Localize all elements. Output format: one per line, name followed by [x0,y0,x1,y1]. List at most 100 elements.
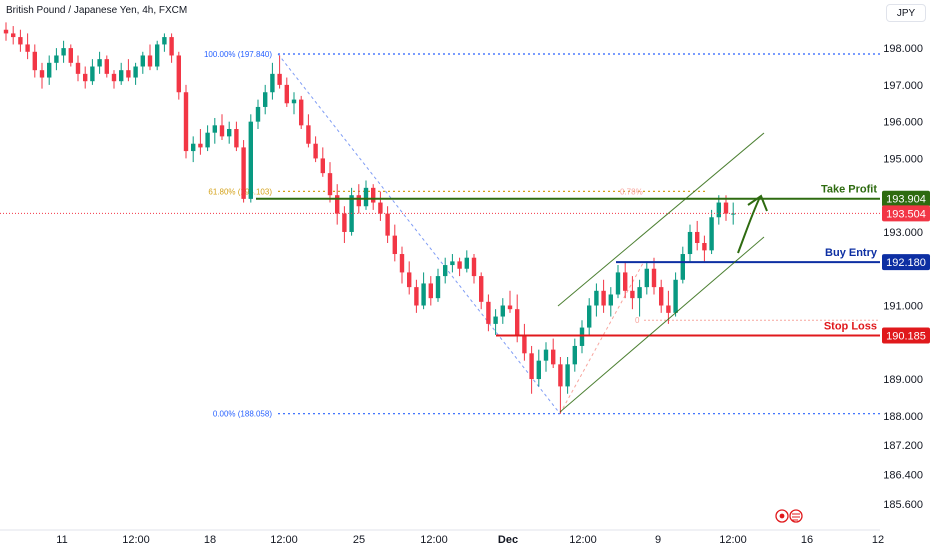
candle[interactable] [11,26,16,45]
candle[interactable] [342,206,347,243]
candle[interactable] [327,162,333,203]
candle[interactable] [637,279,642,317]
candle[interactable] [644,261,649,295]
candle[interactable] [479,272,484,310]
candle[interactable] [227,121,232,144]
candle[interactable] [234,121,239,152]
candle[interactable] [385,206,390,243]
candle[interactable] [363,180,369,210]
candle[interactable] [702,235,707,262]
candle[interactable] [47,55,52,85]
candle[interactable] [313,136,318,163]
candle[interactable] [61,40,66,63]
candle[interactable] [75,55,81,82]
candle[interactable] [162,33,167,52]
candle[interactable] [133,62,138,85]
candle[interactable] [659,279,664,313]
candle[interactable] [450,254,455,273]
candle[interactable] [291,92,297,115]
candle[interactable] [428,276,433,306]
candle[interactable] [248,114,253,203]
candle[interactable] [25,33,30,60]
candle[interactable] [263,84,268,115]
candle[interactable] [687,224,693,262]
ascending-channel[interactable] [0,0,768,413]
candle[interactable] [147,44,153,71]
candle[interactable] [255,99,261,130]
candle[interactable] [522,323,527,361]
candle[interactable] [191,136,196,163]
projection-arrow-icon[interactable] [737,196,761,254]
candle[interactable] [435,268,441,302]
fibonacci-retracement[interactable]: 100.00% (197.840) 61.80% (194.103) 0.00%… [204,50,880,419]
time-scale[interactable] [0,530,880,550]
candle[interactable] [421,272,426,310]
candle[interactable] [731,202,736,225]
candle[interactable] [515,294,520,343]
candle[interactable] [630,276,635,310]
candle[interactable] [212,117,217,144]
candle[interactable] [183,84,189,159]
candle[interactable] [371,184,376,210]
candle[interactable] [241,140,246,203]
candle[interactable] [155,40,160,71]
candle[interactable] [457,257,462,277]
candle[interactable] [32,44,37,78]
candle[interactable] [565,356,570,394]
candle[interactable] [299,95,304,130]
candle[interactable] [594,283,599,317]
candle[interactable] [176,51,181,100]
candle[interactable] [284,77,289,107]
candles[interactable] [3,22,736,414]
candle[interactable] [198,129,203,155]
candle[interactable] [90,59,95,85]
candle[interactable] [169,33,174,63]
candle[interactable] [18,29,23,52]
candle[interactable] [414,279,419,313]
candle[interactable] [486,294,491,332]
candle[interactable] [507,290,513,313]
candle[interactable] [407,261,412,295]
candle[interactable] [651,257,657,295]
candle[interactable] [536,349,541,387]
candle[interactable] [205,125,210,152]
candle[interactable] [471,254,477,284]
candle[interactable] [601,279,606,313]
candle[interactable] [306,114,311,148]
candle[interactable] [3,22,9,41]
candle[interactable] [493,309,498,335]
channel-upper-line[interactable] [557,132,765,307]
symbol-title[interactable]: British Pound / Japanese Yen, 4h, FXCM [6,5,187,16]
candle[interactable] [277,55,282,89]
candle[interactable] [126,59,131,82]
candle[interactable] [680,246,685,284]
candle[interactable] [119,62,124,85]
candle[interactable] [608,287,613,317]
candle[interactable] [443,257,448,284]
candle[interactable] [695,220,700,251]
candle[interactable] [716,195,721,225]
candle[interactable] [399,246,405,284]
candle[interactable] [572,338,577,372]
candle[interactable] [39,62,45,89]
candle[interactable] [464,250,469,273]
candle[interactable] [500,298,505,324]
candle[interactable] [392,224,397,262]
candle[interactable] [558,356,563,414]
candle[interactable] [54,48,59,71]
currency-button[interactable]: JPY [886,4,926,22]
candle[interactable] [615,265,621,299]
candle[interactable] [270,62,275,100]
candle[interactable] [587,298,592,335]
candle[interactable] [551,338,556,369]
candle[interactable] [543,342,549,372]
trade-levels[interactable]: Take Profit Buy Entry Stop Loss [0,184,880,337]
candle[interactable] [579,320,585,354]
candle[interactable] [97,51,102,74]
candle[interactable] [529,345,534,394]
channel-lower-line[interactable] [559,236,765,413]
candle[interactable] [623,261,628,299]
candle[interactable] [111,70,117,89]
candle[interactable] [320,147,325,177]
